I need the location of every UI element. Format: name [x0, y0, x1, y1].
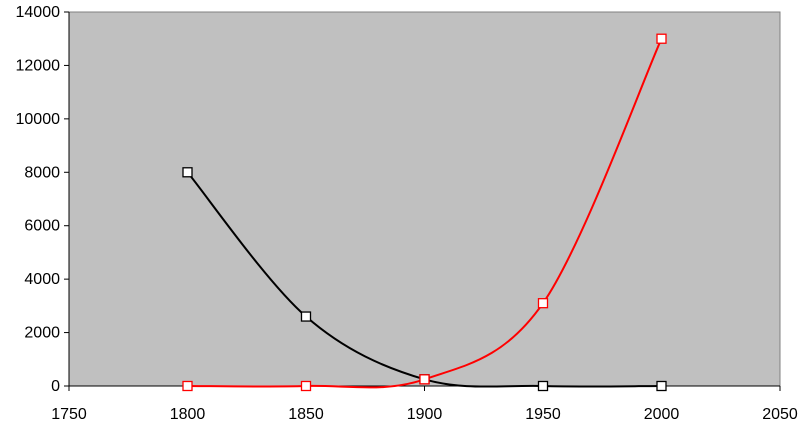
series-1-point — [537, 380, 549, 392]
series-group — [182, 33, 667, 392]
y-tick-label: 14000 — [16, 4, 61, 21]
series-line-2 — [187, 38, 663, 389]
x-tick-label: 1900 — [407, 406, 443, 423]
series-2-point — [182, 380, 193, 392]
series-2-point — [419, 374, 430, 385]
y-tick-label: 8000 — [24, 164, 60, 181]
y-axis: 0 2000 4000 6000 8000 10000 12000 14000 — [16, 4, 70, 395]
x-tick-label: 1800 — [170, 406, 206, 423]
y-tick-label: 2000 — [24, 325, 60, 342]
y-tick-label: 4000 — [24, 271, 60, 288]
x-tick-label: 1850 — [288, 406, 324, 423]
series-line-1 — [186, 171, 662, 388]
series-2-point — [300, 380, 312, 392]
series-2-point — [537, 298, 549, 309]
series-2-point — [656, 33, 667, 44]
series-1-point — [656, 380, 667, 392]
y-tick-label: 6000 — [24, 218, 60, 235]
x-axis: 1750 1800 1850 1900 1950 2000 2050 — [51, 385, 798, 423]
plot-area — [68, 11, 781, 387]
x-tick-label: 2000 — [644, 406, 680, 423]
y-tick-label: 12000 — [16, 57, 61, 74]
x-tick-label: 1950 — [525, 406, 561, 423]
y-tick-label: 10000 — [16, 111, 61, 128]
x-tick-label: 2050 — [762, 406, 798, 423]
series-1-point — [182, 167, 193, 178]
series-1-point — [300, 311, 312, 322]
x-tick-label: 1750 — [51, 406, 87, 423]
y-tick-label: 0 — [51, 378, 60, 395]
